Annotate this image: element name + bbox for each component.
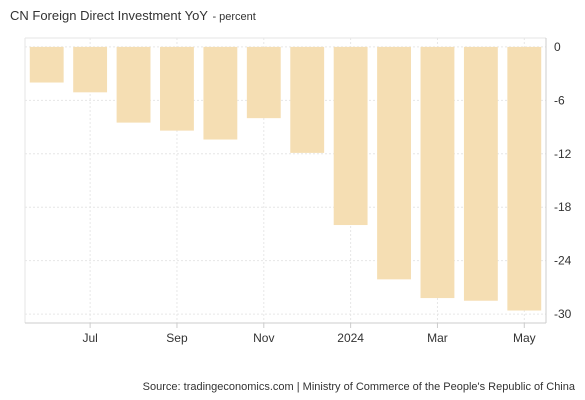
source-note: Source: tradingeconomics.com | Ministry … (142, 381, 575, 393)
bar (507, 46, 542, 311)
bar (246, 46, 281, 119)
y-tick-label: -12 (554, 147, 572, 161)
bar (116, 46, 151, 123)
bar (420, 46, 455, 299)
bar (333, 46, 368, 226)
bar (160, 46, 194, 131)
bar (203, 46, 238, 140)
y-tick-label: -30 (554, 307, 572, 321)
y-tick-label: -24 (554, 254, 572, 268)
bar (377, 46, 411, 280)
x-tick-label: Nov (253, 331, 274, 345)
y-tick-label: -6 (554, 93, 565, 107)
x-tick-label: Jul (82, 331, 97, 345)
chart-title: CN Foreign Direct Investment YoY - perce… (10, 7, 256, 25)
x-tick-label: Sep (166, 331, 188, 345)
y-tick-label: 0 (554, 40, 561, 54)
bar (290, 46, 325, 153)
x-tick-label: May (513, 331, 536, 345)
bar (29, 46, 64, 83)
y-tick-label: -18 (554, 200, 572, 214)
bar (463, 46, 498, 301)
x-tick-label: Mar (427, 331, 448, 345)
x-tick-label: 2024 (337, 331, 364, 345)
chart-title-text: CN Foreign Direct Investment YoY (10, 8, 208, 23)
bar (73, 46, 108, 93)
chart-unit-text: - percent (212, 11, 256, 23)
